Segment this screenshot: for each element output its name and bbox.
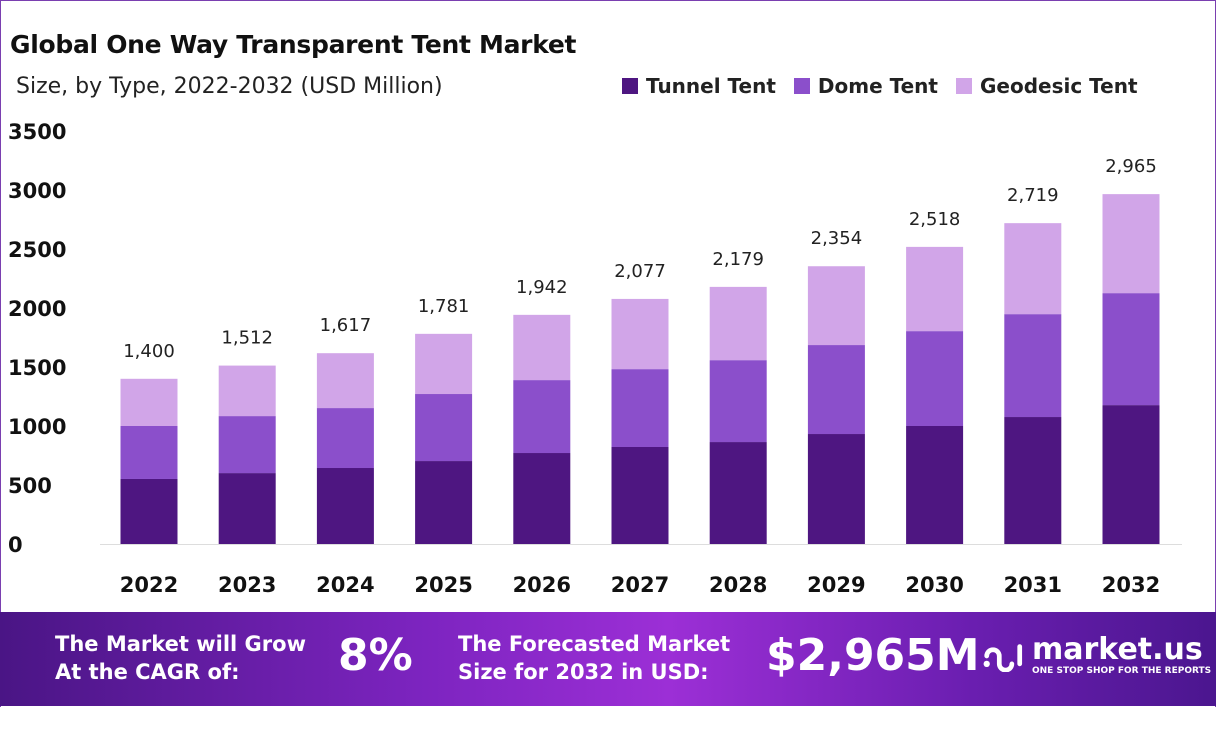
- data-label: 1,781: [418, 296, 470, 317]
- data-label: 1,512: [221, 328, 273, 349]
- bar-segment-dome-tent: [611, 369, 669, 448]
- bar-segment-dome-tent: [906, 331, 964, 426]
- legend-swatch: [793, 78, 810, 94]
- bar-segment-geodesic-tent: [709, 286, 767, 361]
- y-tick-label: 0: [8, 533, 23, 557]
- legend-label: Geodesic Tent: [979, 74, 1138, 98]
- bar-segment-dome-tent: [1102, 293, 1160, 406]
- bar-segment-dome-tent: [513, 380, 571, 454]
- y-tick-label: 500: [8, 474, 52, 498]
- x-tick-label: 2025: [414, 573, 472, 597]
- x-tick-label: 2023: [218, 573, 276, 597]
- bar-segment-tunnel-tent: [611, 447, 669, 544]
- x-tick-label: 2024: [316, 573, 374, 597]
- x-tick-label: 2026: [513, 573, 571, 597]
- bar-segment-dome-tent: [807, 345, 865, 435]
- logo-name: market.us: [1032, 632, 1203, 667]
- bar-segment-tunnel-tent: [807, 434, 865, 544]
- logo-icon: [983, 643, 1023, 672]
- bar-segment-dome-tent: [218, 416, 276, 474]
- market-us-logo: market.us ONE STOP SHOP FOR THE REPORTS: [982, 634, 1211, 677]
- bar-segment-tunnel-tent: [906, 426, 964, 544]
- bar-segment-dome-tent: [120, 426, 178, 479]
- bar-segment-tunnel-tent: [415, 461, 473, 544]
- bar-segment-tunnel-tent: [120, 478, 178, 544]
- data-label: 1,942: [516, 277, 568, 298]
- legend-label: Tunnel Tent: [646, 74, 776, 98]
- forecast-value: $2,965M: [766, 630, 980, 681]
- bar-segment-tunnel-tent: [513, 453, 571, 544]
- bar-segment-tunnel-tent: [316, 468, 374, 544]
- bar-segment-geodesic-tent: [1102, 194, 1160, 294]
- bar-segment-dome-tent: [709, 360, 767, 443]
- bar-segment-geodesic-tent: [906, 246, 964, 332]
- chart-subtitle: Size, by Type, 2022-2032 (USD Million): [16, 74, 443, 99]
- forecast-label: The Forecasted Market Size for 2032 in U…: [458, 632, 731, 684]
- data-label: 2,518: [909, 209, 961, 230]
- legend-label: Dome Tent: [817, 74, 938, 98]
- bar-segment-geodesic-tent: [1004, 223, 1062, 315]
- bar-segment-tunnel-tent: [218, 473, 276, 544]
- summary-banner: The Market will Grow At the CAGR of: 8% …: [0, 612, 1216, 706]
- data-label: 2,354: [811, 228, 863, 249]
- cagr-label: The Market will Grow At the CAGR of:: [55, 632, 306, 684]
- y-tick-label: 1000: [8, 415, 66, 439]
- legend-swatch: [622, 78, 638, 94]
- legend-item-geodesic: Geodesic Tent: [955, 74, 1138, 98]
- bar-segment-geodesic-tent: [513, 314, 571, 381]
- legend: Tunnel Tent Dome Tent Geodesic Tent: [622, 74, 1138, 98]
- bar-segment-geodesic-tent: [611, 298, 669, 370]
- bar-segment-geodesic-tent: [316, 353, 374, 409]
- x-tick-label: 2030: [905, 573, 963, 597]
- logo-tagline: ONE STOP SHOP FOR THE REPORTS: [1032, 666, 1212, 676]
- legend-swatch: [955, 78, 972, 94]
- bar-segment-geodesic-tent: [218, 365, 276, 417]
- x-tick-label: 2029: [807, 573, 865, 597]
- x-tick-label: 2022: [120, 573, 178, 597]
- x-tick-label: 2032: [1102, 573, 1160, 597]
- bar-segment-geodesic-tent: [415, 333, 473, 395]
- bar-segment-dome-tent: [415, 394, 473, 462]
- chart-title: Global One Way Transparent Tent Market: [10, 30, 577, 59]
- data-label: 2,719: [1007, 185, 1059, 206]
- cagr-value: 8%: [338, 630, 413, 681]
- legend-item-dome: Dome Tent: [793, 74, 938, 98]
- bar-segment-geodesic-tent: [120, 378, 178, 426]
- bar-segment-dome-tent: [316, 408, 374, 469]
- x-tick-label: 2027: [611, 573, 669, 597]
- bar-segment-dome-tent: [1004, 314, 1062, 418]
- bar-segment-tunnel-tent: [709, 442, 767, 544]
- bar-segment-tunnel-tent: [1102, 405, 1160, 544]
- data-label: 1,400: [123, 341, 175, 362]
- bar-chart: 0 500 1000 1500 2000 2500 3000 3500 1,400 2022 1,5…: [8, 120, 1182, 597]
- y-tick-label: 2000: [8, 297, 66, 321]
- data-label: 1,617: [320, 315, 372, 336]
- bar-segment-geodesic-tent: [807, 266, 865, 346]
- y-tick-label: 3500: [8, 120, 66, 144]
- x-tick-label: 2031: [1004, 573, 1062, 597]
- legend-item-tunnel: Tunnel Tent: [622, 74, 776, 98]
- y-tick-label: 2500: [8, 238, 66, 262]
- y-tick-label: 3000: [8, 179, 66, 203]
- data-label: 2,965: [1105, 156, 1157, 177]
- data-label: 2,179: [712, 249, 764, 270]
- x-tick-label: 2028: [709, 573, 767, 597]
- bar-segment-tunnel-tent: [1004, 417, 1062, 544]
- y-tick-label: 1500: [8, 356, 66, 380]
- data-label: 2,077: [614, 261, 666, 282]
